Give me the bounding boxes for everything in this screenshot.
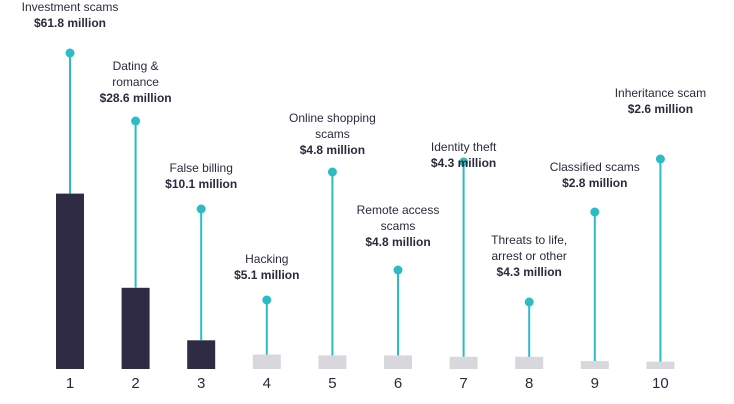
category-label-7: 7: [459, 375, 467, 392]
category-label-10: 10: [652, 375, 669, 392]
pin-dot-2: [131, 116, 141, 126]
bar-4: [252, 354, 281, 369]
bar-5: [318, 355, 347, 369]
category-label-6: 6: [394, 375, 402, 392]
annotation-value-10: $2.6 million: [628, 102, 693, 116]
annotation-name-4-line-1: Hacking: [245, 252, 288, 266]
pin-dot-7: [459, 157, 469, 167]
pin-dot-5: [327, 167, 337, 177]
annotation-name-8-line-1: Threats to life,: [491, 233, 567, 247]
bar-9: [580, 361, 609, 369]
annotation-name-2-line-2: romance: [112, 75, 159, 89]
annotation-value-1: $61.8 million: [34, 16, 106, 30]
annotation-name-7-line-1: Identity theft: [431, 140, 497, 154]
annotation-value-4: $5.1 million: [234, 268, 299, 282]
category-label-2: 2: [131, 375, 139, 392]
annotation-name-2-line-1: Dating &: [113, 59, 159, 73]
pins-group: [65, 48, 665, 362]
annotation-name-9-line-1: Classified scams: [550, 160, 640, 174]
category-label-3: 3: [197, 375, 205, 392]
pin-dot-9: [590, 207, 600, 217]
pin-dot-6: [393, 265, 403, 275]
annotation-value-3: $10.1 million: [165, 177, 237, 191]
pin-dot-4: [262, 295, 272, 305]
annotation-value-2: $28.6 million: [100, 91, 172, 105]
bar-7: [449, 356, 478, 369]
annotation-name-3-line-1: False billing: [170, 161, 233, 175]
annotation-value-9: $2.8 million: [562, 176, 627, 190]
bar-3: [187, 340, 216, 369]
annotation-value-7: $4.3 million: [431, 156, 496, 170]
bar-1: [56, 193, 84, 369]
annotation-name-8-line-2: arrest or other: [492, 249, 567, 263]
pin-dot-1: [65, 48, 75, 58]
annotation-name-10-line-1: Inheritance scam: [615, 86, 706, 100]
category-label-5: 5: [328, 375, 336, 392]
bar-2: [121, 287, 150, 369]
category-label-4: 4: [263, 375, 271, 392]
annotation-name-5-line-1: Online shopping: [289, 111, 376, 125]
annotation-name-1-line-1: Investment scams: [22, 0, 119, 14]
annotations-group: Investment scams $61.8 million Dating & rom…: [22, 0, 706, 282]
bar-6: [384, 355, 412, 369]
category-label-1: 1: [66, 375, 74, 392]
annotation-value-8: $4.3 million: [497, 265, 562, 279]
annotation-name-6-line-2: scams: [381, 219, 416, 233]
pin-dot-3: [196, 204, 206, 214]
annotation-value-6: $4.8 million: [365, 235, 430, 249]
category-labels-group: 1 2 3 4 5 6 7 8 9 10: [66, 375, 669, 392]
bar-10: [646, 361, 675, 369]
category-label-8: 8: [525, 375, 533, 392]
annotation-name-5-line-2: scams: [315, 127, 350, 141]
bar-8: [515, 356, 544, 369]
annotation-name-6-line-1: Remote access: [357, 203, 440, 217]
category-label-9: 9: [591, 375, 599, 392]
pin-dot-8: [524, 297, 534, 307]
bars-group: [56, 193, 675, 369]
annotation-value-5: $4.8 million: [300, 143, 365, 157]
pin-dot-10: [655, 154, 665, 164]
